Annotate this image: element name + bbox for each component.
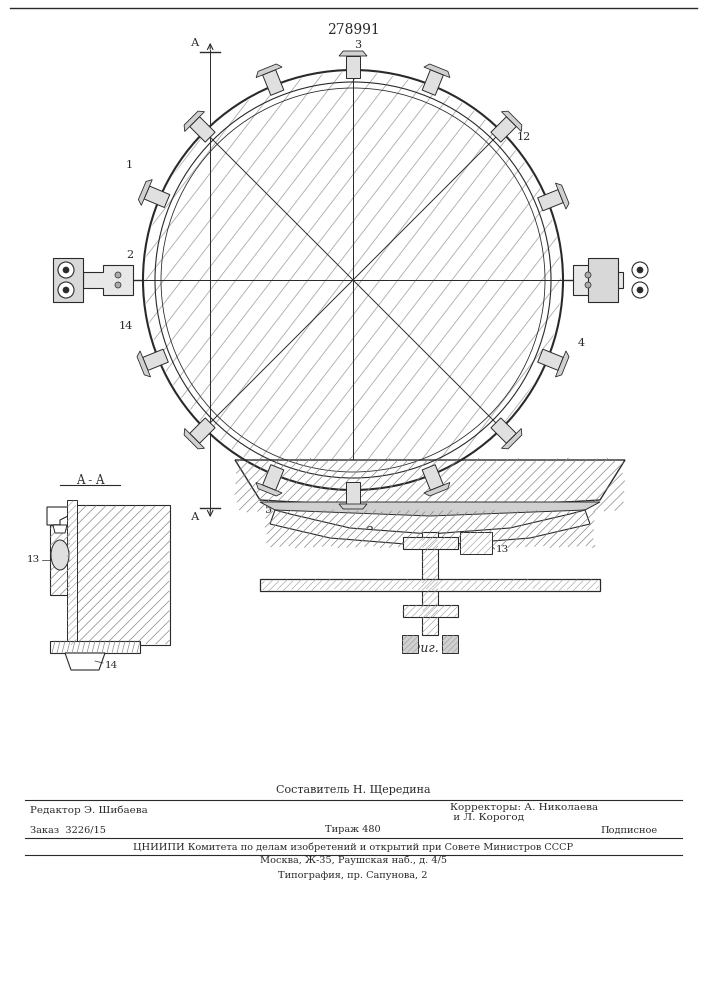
Text: 15: 15 — [388, 497, 402, 507]
Circle shape — [115, 272, 121, 278]
Polygon shape — [262, 465, 284, 490]
Bar — [422, 532, 438, 635]
Text: Подписное: Подписное — [600, 826, 657, 834]
Polygon shape — [537, 190, 563, 211]
Polygon shape — [235, 460, 625, 510]
Polygon shape — [256, 64, 282, 78]
Text: Фиг. 2: Фиг. 2 — [332, 526, 373, 538]
Text: 13: 13 — [496, 544, 509, 554]
Polygon shape — [501, 428, 522, 449]
Text: 1: 1 — [126, 159, 133, 169]
Text: б - б: б - б — [417, 474, 443, 487]
Text: Заказ  3226/15: Заказ 3226/15 — [30, 826, 106, 834]
Polygon shape — [47, 507, 70, 525]
Polygon shape — [556, 183, 569, 209]
Bar — [460, 532, 491, 554]
Polygon shape — [256, 482, 282, 496]
Polygon shape — [422, 465, 443, 490]
Circle shape — [143, 70, 563, 490]
Text: 12: 12 — [496, 532, 509, 540]
Polygon shape — [346, 56, 360, 78]
Polygon shape — [53, 525, 67, 533]
Polygon shape — [65, 653, 105, 670]
Text: ЦНИИПИ Комитета по делам изобретений и открытий при Совете Министров СССР: ЦНИИПИ Комитета по делам изобретений и о… — [133, 842, 573, 852]
Polygon shape — [143, 349, 168, 370]
Text: Москва, Ж-35, Раушская наб., д. 4/5: Москва, Ж-35, Раушская наб., д. 4/5 — [259, 855, 447, 865]
Text: 14: 14 — [119, 321, 133, 331]
Bar — [67, 500, 77, 645]
Polygon shape — [262, 70, 284, 95]
Polygon shape — [491, 117, 516, 142]
Polygon shape — [189, 418, 215, 443]
Polygon shape — [339, 504, 367, 509]
Bar — [70, 505, 170, 645]
Circle shape — [637, 267, 643, 273]
Polygon shape — [491, 418, 516, 443]
Polygon shape — [573, 265, 623, 295]
Polygon shape — [260, 502, 600, 516]
Circle shape — [58, 282, 74, 298]
Circle shape — [585, 282, 591, 288]
Bar — [402, 635, 418, 653]
Text: и Л. Корогод: и Л. Корогод — [450, 812, 524, 822]
Text: 12: 12 — [516, 132, 530, 142]
Polygon shape — [184, 428, 204, 449]
Circle shape — [637, 287, 643, 293]
Circle shape — [585, 272, 591, 278]
Text: Фиг. 3: Фиг. 3 — [409, 642, 450, 654]
Circle shape — [63, 267, 69, 273]
Polygon shape — [270, 510, 590, 546]
Polygon shape — [424, 482, 450, 496]
Text: А: А — [191, 512, 199, 522]
Text: Редактор Э. Шибаева: Редактор Э. Шибаева — [30, 805, 148, 815]
Text: 4: 4 — [578, 338, 585, 348]
Circle shape — [632, 262, 648, 278]
Text: 2: 2 — [126, 250, 133, 260]
Bar — [588, 258, 618, 302]
Text: 13: 13 — [27, 556, 40, 564]
Bar — [50, 641, 140, 653]
Polygon shape — [83, 265, 133, 295]
Polygon shape — [139, 180, 152, 205]
Text: 6: 6 — [465, 497, 472, 507]
Polygon shape — [346, 482, 360, 504]
Text: 278991: 278991 — [327, 23, 380, 37]
Text: 5: 5 — [265, 505, 273, 515]
Polygon shape — [184, 111, 204, 132]
Bar — [53, 258, 83, 302]
Ellipse shape — [51, 540, 69, 570]
Text: 14: 14 — [105, 660, 118, 670]
Polygon shape — [537, 349, 563, 370]
Text: A - A: A - A — [76, 474, 104, 487]
Polygon shape — [189, 117, 215, 142]
Text: Типография, пр. Сапунова, 2: Типография, пр. Сапунова, 2 — [279, 870, 428, 880]
Text: А: А — [191, 38, 199, 48]
Circle shape — [63, 287, 69, 293]
Polygon shape — [424, 64, 450, 78]
Bar — [442, 635, 458, 653]
Bar — [402, 537, 457, 549]
Bar — [50, 525, 70, 595]
Bar — [402, 605, 457, 617]
Circle shape — [58, 262, 74, 278]
Polygon shape — [556, 351, 569, 377]
Polygon shape — [144, 186, 170, 208]
Polygon shape — [422, 70, 443, 95]
Text: Корректоры: А. Николаева: Корректоры: А. Николаева — [450, 804, 598, 812]
Bar — [260, 579, 600, 591]
Circle shape — [632, 282, 648, 298]
Text: Тираж 480: Тираж 480 — [325, 826, 381, 834]
Polygon shape — [501, 111, 522, 132]
Polygon shape — [339, 51, 367, 56]
Text: 3: 3 — [354, 40, 361, 50]
Circle shape — [115, 282, 121, 288]
Text: Составитель Н. Щередина: Составитель Н. Щередина — [276, 785, 431, 795]
Polygon shape — [137, 351, 151, 377]
